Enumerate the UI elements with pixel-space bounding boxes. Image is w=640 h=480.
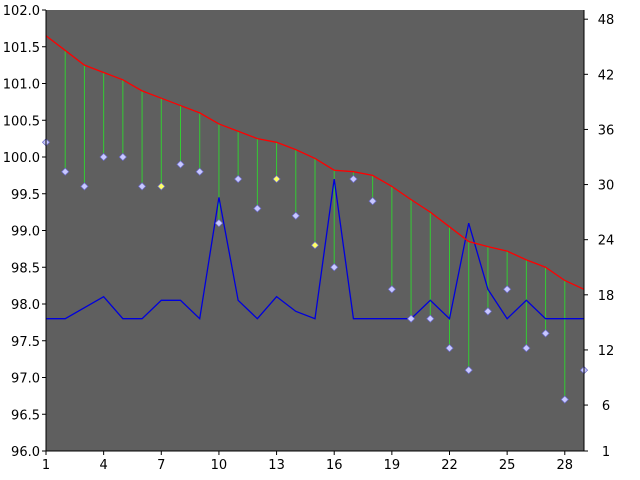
right-tick-label: 24: [598, 234, 615, 249]
red-series-line: [45, 35, 585, 290]
data-point-marker: [426, 314, 435, 323]
data-point-marker: [272, 174, 281, 184]
left-tick-label: 99.5: [11, 188, 40, 203]
data-point-marker: [387, 285, 396, 294]
data-point-marker: [157, 182, 166, 191]
left-tick-label: 98.0: [11, 298, 40, 313]
left-tick-label: 99.0: [11, 225, 40, 240]
data-point-marker: [503, 285, 512, 294]
data-point-marker: [80, 182, 89, 191]
right-tick-label: 6: [602, 399, 610, 414]
red-line-layer: [45, 35, 585, 290]
left-tick-label: 101.0: [3, 78, 40, 93]
left-tick-label: 97.5: [11, 335, 40, 350]
right-tick-label: 48: [598, 13, 615, 28]
x-tick-label: 10: [211, 458, 228, 473]
data-point-marker: [137, 182, 147, 191]
stems-layer: [45, 35, 585, 400]
x-tick-label: 7: [157, 458, 165, 473]
left-tick-label: 102.0: [3, 4, 40, 19]
left-tick-label: 97.0: [11, 372, 40, 387]
left-tick-label: 100.0: [3, 151, 40, 166]
right-tick-label: 12: [598, 344, 615, 359]
data-point-marker: [214, 219, 224, 228]
left-tick-label: 96.5: [11, 408, 40, 423]
right-tick-label: 30: [598, 179, 615, 194]
left-axis: 96.0 96.5 97.0 97.5 98.0 98.5 99.0 99.5 100.0 100…: [3, 4, 47, 460]
data-point-marker: [445, 344, 454, 353]
x-tick-label: 16: [326, 458, 343, 473]
data-point-marker: [195, 167, 204, 176]
right-tick-label: 36: [598, 123, 615, 138]
right-tick-label: 42: [598, 68, 615, 83]
data-point-marker: [464, 366, 473, 375]
right-axis: 1 6 12 18 24 30 36 42 48: [583, 10, 615, 460]
data-point-marker: [61, 167, 70, 176]
x-axis: 1 4 7 10 13 16 19 22 25 28: [42, 450, 584, 473]
x-tick-label: 4: [100, 458, 108, 473]
right-tick-label: 1: [602, 445, 610, 460]
data-point-marker: [234, 174, 243, 184]
blue-series-line: [46, 178, 584, 321]
left-tick-label: 96.0: [11, 445, 40, 460]
left-tick-label: 101.5: [3, 41, 40, 56]
data-point-marker: [99, 152, 108, 162]
data-point-marker: [368, 197, 377, 206]
blue-line-layer: [46, 178, 584, 321]
data-point-marker: [560, 395, 569, 404]
data-point-marker: [291, 211, 300, 220]
x-tick-label: 22: [441, 458, 458, 473]
data-point-marker: [522, 344, 531, 353]
x-tick-label: 1: [42, 458, 50, 473]
data-point-marker: [406, 314, 416, 323]
x-tick-label: 25: [499, 458, 516, 473]
data-point-marker: [118, 152, 127, 162]
x-tick-label: 28: [557, 458, 574, 473]
data-point-marker: [330, 263, 339, 272]
markers-layer: [41, 138, 589, 404]
right-tick-label: 18: [598, 289, 615, 304]
left-tick-label: 98.5: [11, 261, 40, 276]
data-point-marker: [483, 307, 493, 316]
data-point-marker: [176, 160, 185, 169]
x-tick-label: 13: [268, 458, 285, 473]
x-tick-label: 19: [384, 458, 401, 473]
left-tick-label: 100.5: [3, 114, 40, 129]
data-point-marker: [541, 329, 550, 338]
data-point-marker: [349, 174, 358, 184]
data-point-marker: [253, 204, 262, 213]
data-point-marker: [310, 241, 320, 250]
